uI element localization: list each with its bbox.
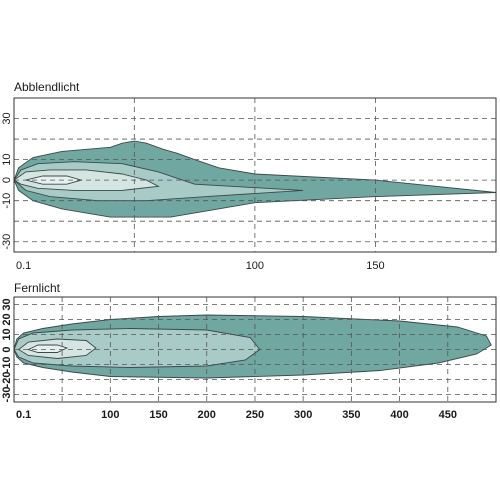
y-tick-label: -20 [1, 372, 13, 388]
y-tick-label: 30 [1, 112, 13, 124]
x-tick-label: 350 [342, 409, 360, 421]
y-tick-label: -30 [1, 387, 13, 403]
y-tick-label: 20 [1, 313, 13, 325]
x-tick-label: 250 [246, 409, 264, 421]
y-tick-label: 10 [1, 328, 13, 340]
plot-border [13, 97, 497, 253]
core-zone [27, 344, 69, 353]
x-tick-label: 0.1 [16, 409, 31, 421]
y-tick-label: -10 [1, 357, 13, 373]
panel-title-fernlicht: Fernlicht [14, 281, 61, 295]
x-tick-label: 300 [294, 409, 312, 421]
y-tick-label: -30 [1, 234, 13, 250]
y-tick-label: 0 [1, 177, 13, 183]
x-tick-label: 200 [198, 409, 216, 421]
y-tick-label: 10 [1, 153, 13, 165]
panel-title-abblendlicht: Abblendlicht [14, 80, 80, 94]
x-tick-label: 400 [390, 409, 408, 421]
x-tick-label: 100 [101, 409, 119, 421]
plot-border [13, 296, 497, 403]
y-tick-label: 30 [1, 298, 13, 310]
y-tick-label: 0 [1, 346, 13, 352]
x-tick-label: 150 [366, 260, 384, 272]
x-tick-label: 100 [246, 260, 264, 272]
y-tick-label: -10 [1, 193, 13, 209]
x-tick-label: 150 [149, 409, 167, 421]
x-tick-label: 0.1 [16, 260, 31, 272]
x-tick-label: 450 [439, 409, 457, 421]
